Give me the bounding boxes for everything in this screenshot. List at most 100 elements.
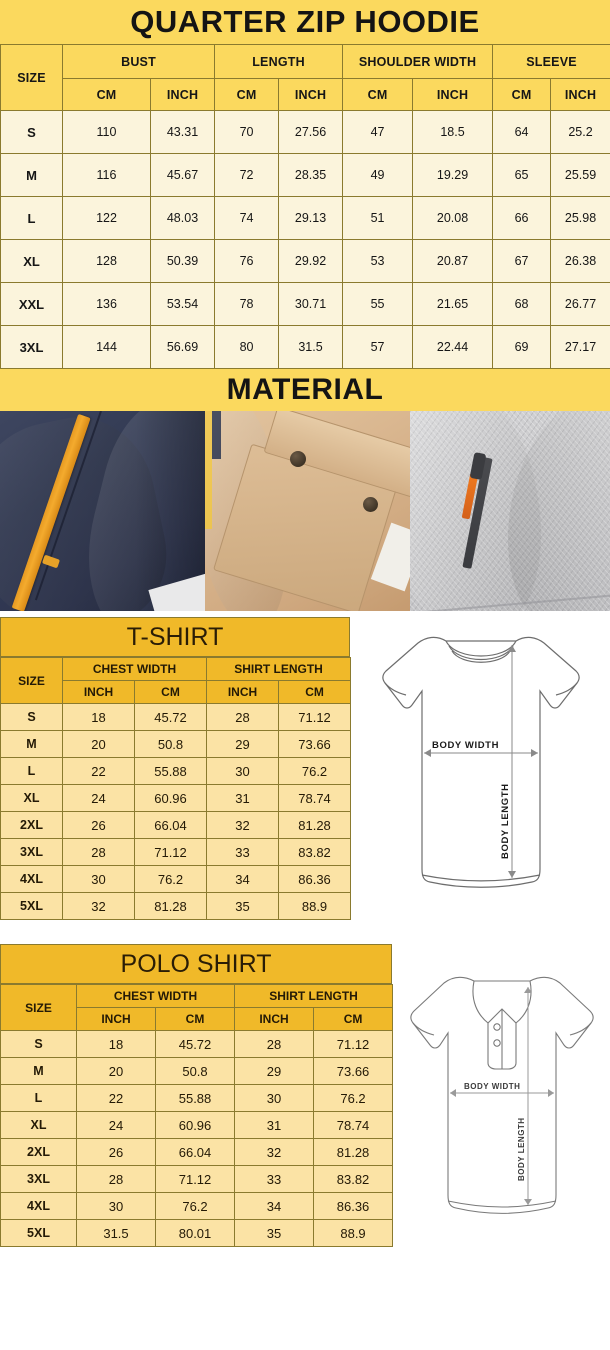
table-row: XL 24 60.96 31 78.74 xyxy=(0,784,352,812)
tshirt-table-wrap: T-SHIRT SIZE CHEST WIDTH SHIRT LENGTH IN… xyxy=(0,617,352,920)
polo-body-width-label: BODY WIDTH xyxy=(464,1082,520,1091)
cell-length-cm: 78.74 xyxy=(278,784,352,812)
cell-bust-inch: 53.54 xyxy=(149,282,216,326)
table-row: M 20 50.8 29 73.66 xyxy=(0,1057,394,1085)
table-row: 5XL 31.5 80.01 35 88.9 xyxy=(0,1219,394,1247)
cell-chest-inch: 20 xyxy=(76,1057,156,1085)
cell-size: XXL xyxy=(0,282,63,326)
cell-length-cm: 81.28 xyxy=(313,1138,394,1166)
cell-bust-cm: 136 xyxy=(62,282,151,326)
cell-length-inch: 28 xyxy=(206,703,280,731)
tshirt-outline-icon: BODY WIDTH BODY LENGTH xyxy=(381,636,580,888)
cell-size: 3XL xyxy=(0,1165,77,1193)
cell-length-cm: 70 xyxy=(214,110,280,154)
polo-unit-chest-cm: CM xyxy=(154,1007,236,1031)
tan-flap-pocket-snaps-photo xyxy=(205,411,410,611)
hoodie-unit-bust-inch: INCH xyxy=(149,78,216,111)
cell-size: 2XL xyxy=(0,811,63,839)
cell-sleeve-cm: 65 xyxy=(492,153,552,197)
cell-length-inch: 27.56 xyxy=(278,110,344,154)
cell-sleeve-inch: 27.17 xyxy=(550,325,610,369)
polo-unit-chest-inch: INCH xyxy=(76,1007,156,1031)
cell-length-inch: 30 xyxy=(206,757,280,785)
cell-chest-cm: 71.12 xyxy=(154,1165,236,1193)
hoodie-title: QUARTER ZIP HOODIE xyxy=(0,0,610,44)
hoodie-unit-bust-cm: CM xyxy=(62,78,151,111)
cell-size: XL xyxy=(0,239,63,283)
cell-length-cm: 88.9 xyxy=(313,1219,394,1247)
cell-size: 3XL xyxy=(0,325,63,369)
polo-table-wrap: POLO SHIRT SIZE CHEST WIDTH SHIRT LENGTH… xyxy=(0,944,394,1247)
cell-bust-cm: 110 xyxy=(62,110,151,154)
snap-button-icon xyxy=(363,497,378,512)
snap-button-icon xyxy=(290,451,306,467)
cell-sleeve-cm: 68 xyxy=(492,282,552,326)
cell-size: XL xyxy=(0,1111,77,1139)
table-row: 4XL 30 76.2 34 86.36 xyxy=(0,1192,394,1220)
cell-shoulder-cm: 49 xyxy=(342,153,414,197)
cell-shoulder-cm: 55 xyxy=(342,282,414,326)
hoodie-unit-sleeve-inch: INCH xyxy=(550,78,610,111)
table-row: L 22 55.88 30 76.2 xyxy=(0,757,352,785)
cell-chest-cm: 66.04 xyxy=(133,811,208,839)
cell-chest-inch: 31.5 xyxy=(76,1219,156,1247)
cell-chest-inch: 22 xyxy=(76,1084,156,1112)
cell-size: M xyxy=(0,153,63,197)
tshirt-unit-length-cm: CM xyxy=(278,680,352,704)
cell-length-inch: 33 xyxy=(234,1165,315,1193)
cell-length-inch: 29.13 xyxy=(278,196,344,240)
polo-outline-icon: BODY WIDTH BODY LENGTH xyxy=(409,976,594,1214)
cell-sleeve-cm: 64 xyxy=(492,110,552,154)
cell-size: M xyxy=(0,730,63,758)
cell-shoulder-cm: 53 xyxy=(342,239,414,283)
table-row: L 22 55.88 30 76.2 xyxy=(0,1084,394,1112)
cell-size: L xyxy=(0,1084,77,1112)
cell-size: 3XL xyxy=(0,838,63,866)
cell-size: S xyxy=(0,110,63,154)
table-row: M 116 45.67 72 28.35 49 19.29 65 25.59 xyxy=(0,153,610,197)
cell-chest-cm: 80.01 xyxy=(154,1219,236,1247)
table-row: 2XL 26 66.04 32 81.28 xyxy=(0,1138,394,1166)
cell-size: S xyxy=(0,1030,77,1058)
cell-size: XL xyxy=(0,784,63,812)
polo-unit-length-inch: INCH xyxy=(234,1007,315,1031)
table-row: XXL 136 53.54 78 30.71 55 21.65 68 26.77 xyxy=(0,282,610,326)
cell-chest-cm: 45.72 xyxy=(154,1030,236,1058)
cell-sleeve-cm: 69 xyxy=(492,325,552,369)
cell-size: 5XL xyxy=(0,892,63,920)
cell-length-cm: 81.28 xyxy=(278,811,352,839)
cell-length-cm: 73.66 xyxy=(313,1057,394,1085)
tshirt-unit-chest-inch: INCH xyxy=(62,680,135,704)
cell-chest-inch: 18 xyxy=(76,1030,156,1058)
cell-length-inch: 33 xyxy=(206,838,280,866)
cell-length-cm: 80 xyxy=(214,325,280,369)
cell-length-cm: 76.2 xyxy=(313,1084,394,1112)
cell-shoulder-cm: 57 xyxy=(342,325,414,369)
cell-bust-cm: 122 xyxy=(62,196,151,240)
cell-shoulder-inch: 22.44 xyxy=(412,325,494,369)
grey-fleece-zip-pocket-photo xyxy=(410,411,610,611)
cell-length-inch: 29 xyxy=(206,730,280,758)
hoodie-unit-sleeve-cm: CM xyxy=(492,78,552,111)
cell-chest-inch: 28 xyxy=(76,1165,156,1193)
cell-chest-inch: 24 xyxy=(62,784,135,812)
cell-chest-inch: 20 xyxy=(62,730,135,758)
cell-shoulder-inch: 20.87 xyxy=(412,239,494,283)
tshirt-header-shirt-length: SHIRT LENGTH xyxy=(206,657,352,681)
cell-size: S xyxy=(0,703,63,731)
hoodie-unit-shoulder-inch: INCH xyxy=(412,78,494,111)
material-photo-row xyxy=(0,411,610,611)
cell-length-inch: 32 xyxy=(234,1138,315,1166)
cell-length-cm: 86.36 xyxy=(278,865,352,893)
cell-chest-inch: 28 xyxy=(62,838,135,866)
cell-length-cm: 71.12 xyxy=(278,703,352,731)
table-row: 2XL 26 66.04 32 81.28 xyxy=(0,811,352,839)
tshirt-header-size: SIZE xyxy=(0,657,63,704)
cell-size: 4XL xyxy=(0,1192,77,1220)
tshirt-unit-chest-cm: CM xyxy=(133,680,208,704)
cell-chest-inch: 18 xyxy=(62,703,135,731)
cell-length-cm: 74 xyxy=(214,196,280,240)
polo-header-shirt-length: SHIRT LENGTH xyxy=(234,984,394,1008)
tshirt-header-groups: SIZE CHEST WIDTH SHIRT LENGTH xyxy=(0,657,352,704)
cell-bust-inch: 56.69 xyxy=(149,325,216,369)
